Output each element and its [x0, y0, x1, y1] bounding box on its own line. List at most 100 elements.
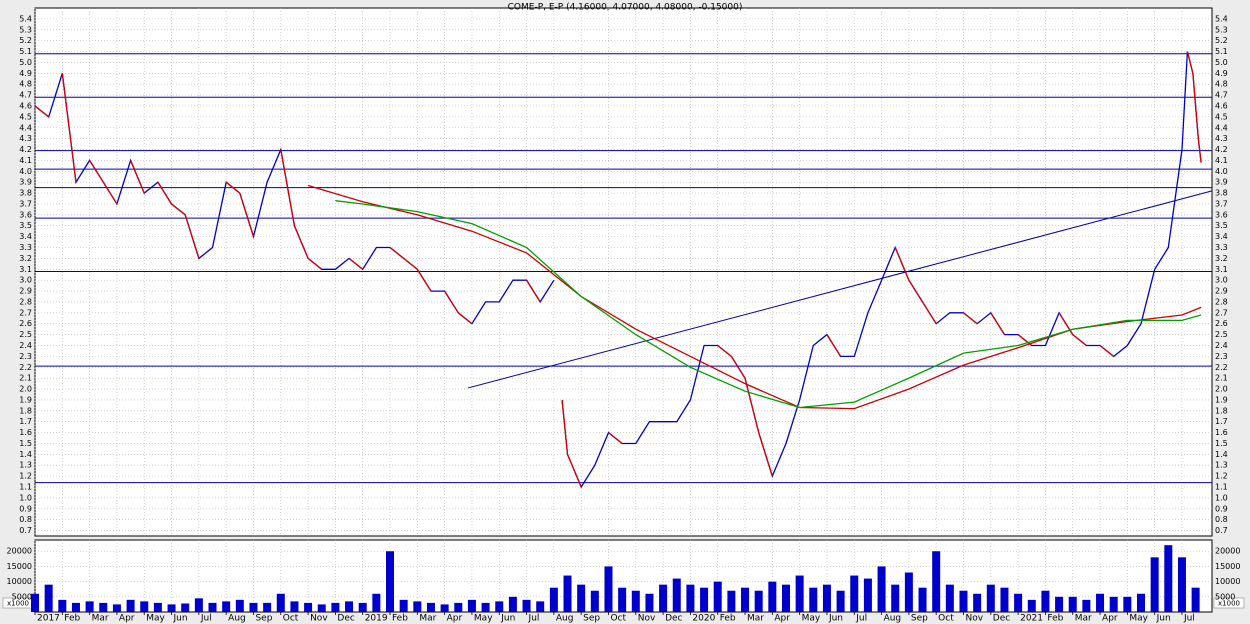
volume-bar [508, 596, 517, 612]
y-tick-label: 5.1 [19, 47, 32, 56]
volume-bar [222, 601, 231, 612]
y-tick-label: 3.4 [19, 232, 32, 241]
y-tick-label: 2.3 [1215, 352, 1228, 361]
volume-bar [1150, 557, 1159, 612]
down-segment [102, 181, 118, 205]
volume-bar [481, 602, 490, 612]
y-tick-label: 2.6 [1215, 319, 1228, 328]
volume-bar [604, 566, 613, 612]
volume-bar [1177, 557, 1186, 612]
x-tick-label: Jun [500, 614, 515, 624]
volume-bar [208, 602, 217, 612]
volume-bar [618, 587, 627, 612]
volume-bar [126, 599, 135, 612]
series-line [335, 200, 1202, 409]
volume-bar [795, 575, 804, 612]
down-segment [403, 257, 418, 270]
y-tick-label: 1.1 [1215, 483, 1228, 492]
y-tick-label: 1.5 [19, 439, 32, 448]
volume-bar [973, 593, 982, 612]
y-tick-label: 1.8 [19, 406, 32, 415]
y-tick-label: 5.2 [1215, 36, 1228, 45]
volume-bar [467, 599, 476, 612]
y-tick-label: 4.0 [19, 167, 32, 176]
volume-bar [1136, 593, 1145, 612]
x-tick-label: May [802, 614, 821, 624]
volume-bar [249, 602, 258, 612]
volume-bar [58, 599, 67, 612]
unit-box [1213, 597, 1245, 609]
y-tick-label: 1.6 [19, 428, 32, 437]
y-tick-label: 5000 [12, 592, 32, 601]
down-segment [566, 454, 582, 488]
volume-bar [932, 551, 941, 612]
volume-bar [700, 587, 709, 612]
x-tick-label: May [474, 614, 493, 624]
x-tick-label: Aug [228, 614, 246, 624]
down-segment [34, 105, 50, 118]
y-tick-label: 2.2 [19, 363, 32, 372]
y-tick-label: 15000 [7, 562, 32, 571]
volume-bar [413, 601, 422, 612]
volume-bar [836, 590, 845, 612]
down-segment [348, 257, 364, 270]
y-tick-label: 2.1 [19, 374, 32, 383]
volume-bar [877, 566, 886, 612]
volume-bar [440, 604, 449, 612]
x-tick-label: Jun [828, 614, 843, 624]
volume-bar [672, 578, 681, 612]
down-segment [61, 73, 77, 183]
y-tick-label: 5.1 [1215, 47, 1228, 56]
down-segment [457, 312, 473, 325]
y-tick-label: 3.4 [1215, 232, 1228, 241]
x-tick-label: Feb [1047, 614, 1063, 624]
down-segment [444, 290, 459, 314]
y-tick-label: 1.3 [19, 461, 32, 470]
chart-title: COME-P, E-P (4.16000, 4.07000, 4.08000, … [508, 3, 743, 13]
y-tick-label: 10000 [1215, 577, 1240, 586]
volume-bar [918, 587, 927, 612]
y-tick-label: 3.2 [19, 254, 32, 263]
volume-bar [1082, 599, 1091, 612]
y-tick-label: 0.9 [1215, 504, 1228, 513]
y-tick-label: 2.4 [1215, 341, 1228, 350]
down-segment [1058, 312, 1074, 335]
x-tick-label: Apr [119, 614, 135, 624]
y-tick-label: 1.0 [19, 493, 32, 502]
x-tick-label: Jul [528, 614, 540, 624]
y-tick-label: 0.8 [19, 515, 32, 524]
y-tick-label: 4.7 [1215, 91, 1228, 100]
x-tick-label: Sep [583, 614, 600, 624]
volume-bar [904, 572, 913, 612]
x-tick-label: Oct [610, 614, 626, 624]
y-tick-label: 3.8 [1215, 189, 1228, 198]
y-tick-label: 2.0 [19, 385, 32, 394]
trendline [467, 190, 1213, 389]
y-tick-label: 3.7 [19, 199, 32, 208]
down-segment [129, 160, 145, 194]
volume-bar [1191, 587, 1200, 612]
y-tick-label: 1.4 [1215, 450, 1228, 459]
y-tick-label: 1.2 [1215, 472, 1228, 481]
x-tick-label: Aug [884, 614, 902, 624]
volume-bar [99, 602, 108, 612]
volume-bar [522, 599, 531, 612]
volume-bar [754, 590, 763, 612]
down-segment [389, 246, 405, 259]
y-tick-label: 2.7 [1215, 308, 1228, 317]
y-tick-label: 4.4 [19, 123, 32, 132]
volume-bar [686, 584, 695, 612]
volume-bar [276, 593, 285, 612]
x-tick-label: Mar [419, 614, 436, 624]
y-tick-label: 2.5 [1215, 330, 1228, 339]
y-tick-label: 5.3 [1215, 25, 1228, 34]
down-segment [758, 432, 773, 477]
down-segment [744, 377, 760, 433]
x-tick-label: Dec [993, 614, 1010, 624]
volume-bar [768, 581, 777, 612]
y-tick-label: 4.9 [19, 69, 32, 78]
volume-bar [1041, 590, 1050, 612]
y-tick-label: 1.1 [19, 483, 32, 492]
